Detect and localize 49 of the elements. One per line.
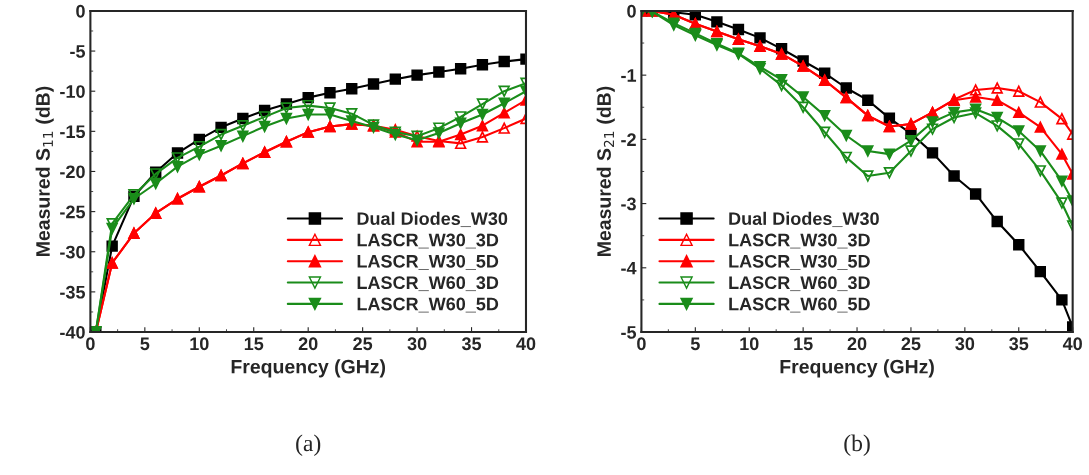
x-tick-label: 30 [955, 337, 975, 351]
x-tick-label: 20 [847, 337, 867, 351]
x-tick-label: 0 [637, 337, 646, 351]
y-axis-title: Measured S$_{11}$ (dB) [35, 86, 54, 256]
y-tick-label: -20 [60, 165, 85, 179]
y-tick-label: 0 [627, 4, 636, 18]
y-tick-label: -35 [60, 285, 86, 299]
x-tick-label: 40 [516, 337, 536, 351]
x-tick-label: 5 [690, 337, 700, 351]
x-tick-label: 20 [298, 337, 318, 351]
x-axis-title: Frequency (GHz) [231, 359, 386, 378]
x-tick-label: 40 [1062, 337, 1082, 351]
y-tick-label: -5 [621, 326, 637, 339]
x-tick-label: 10 [190, 337, 209, 351]
legend-label: LASCR_W60_3D [357, 276, 499, 292]
x-tick-label: 0 [86, 337, 95, 351]
y-tick-label: -10 [60, 85, 85, 98]
text: (a) [296, 434, 321, 456]
y-tick-label: -5 [70, 45, 86, 58]
legend-label: LASCR_W60_3D [729, 276, 870, 292]
legend-label: LASCR_W60_5D [357, 297, 499, 313]
legend-label: LASCR_W30_5D [729, 254, 870, 270]
legend-label: LASCR_W60_5D [729, 297, 870, 313]
y-tick-label: -40 [60, 325, 85, 339]
x-tick-label: 5 [140, 337, 150, 351]
x-tick-label: 10 [740, 337, 759, 351]
x-axis-title: Frequency (GHz) [780, 359, 934, 378]
y-tick-label: -4 [621, 261, 637, 275]
y-tick-label: -25 [60, 205, 86, 219]
y-axis-title: Measured S$_{21}$ (dB) [596, 86, 615, 256]
x-tick-label: 25 [901, 337, 921, 351]
legend-label: LASCR_W30_3D [729, 233, 870, 249]
x-tick-label: 35 [461, 337, 482, 351]
legend-label: LASCR_W30_5D [357, 254, 499, 270]
legend-label: Dual Diodes_W30 [729, 211, 879, 228]
y-tick-label: -1 [621, 69, 637, 82]
x-tick-label: 35 [1009, 337, 1029, 351]
text: (b) [844, 434, 870, 456]
x-tick-label: 25 [353, 337, 373, 351]
y-tick-label: -30 [60, 245, 85, 259]
y-tick-label: 0 [76, 4, 85, 18]
y-tick-label: -3 [621, 197, 636, 211]
x-tick-label: 30 [407, 337, 427, 351]
y-tick-label: -15 [60, 125, 86, 139]
x-tick-label: 15 [244, 337, 264, 351]
legend-label: Dual Diodes_W30 [357, 211, 508, 228]
legend-label: LASCR_W30_3D [357, 233, 499, 249]
y-tick-label: -2 [621, 133, 636, 146]
x-tick-label: 15 [794, 337, 813, 351]
